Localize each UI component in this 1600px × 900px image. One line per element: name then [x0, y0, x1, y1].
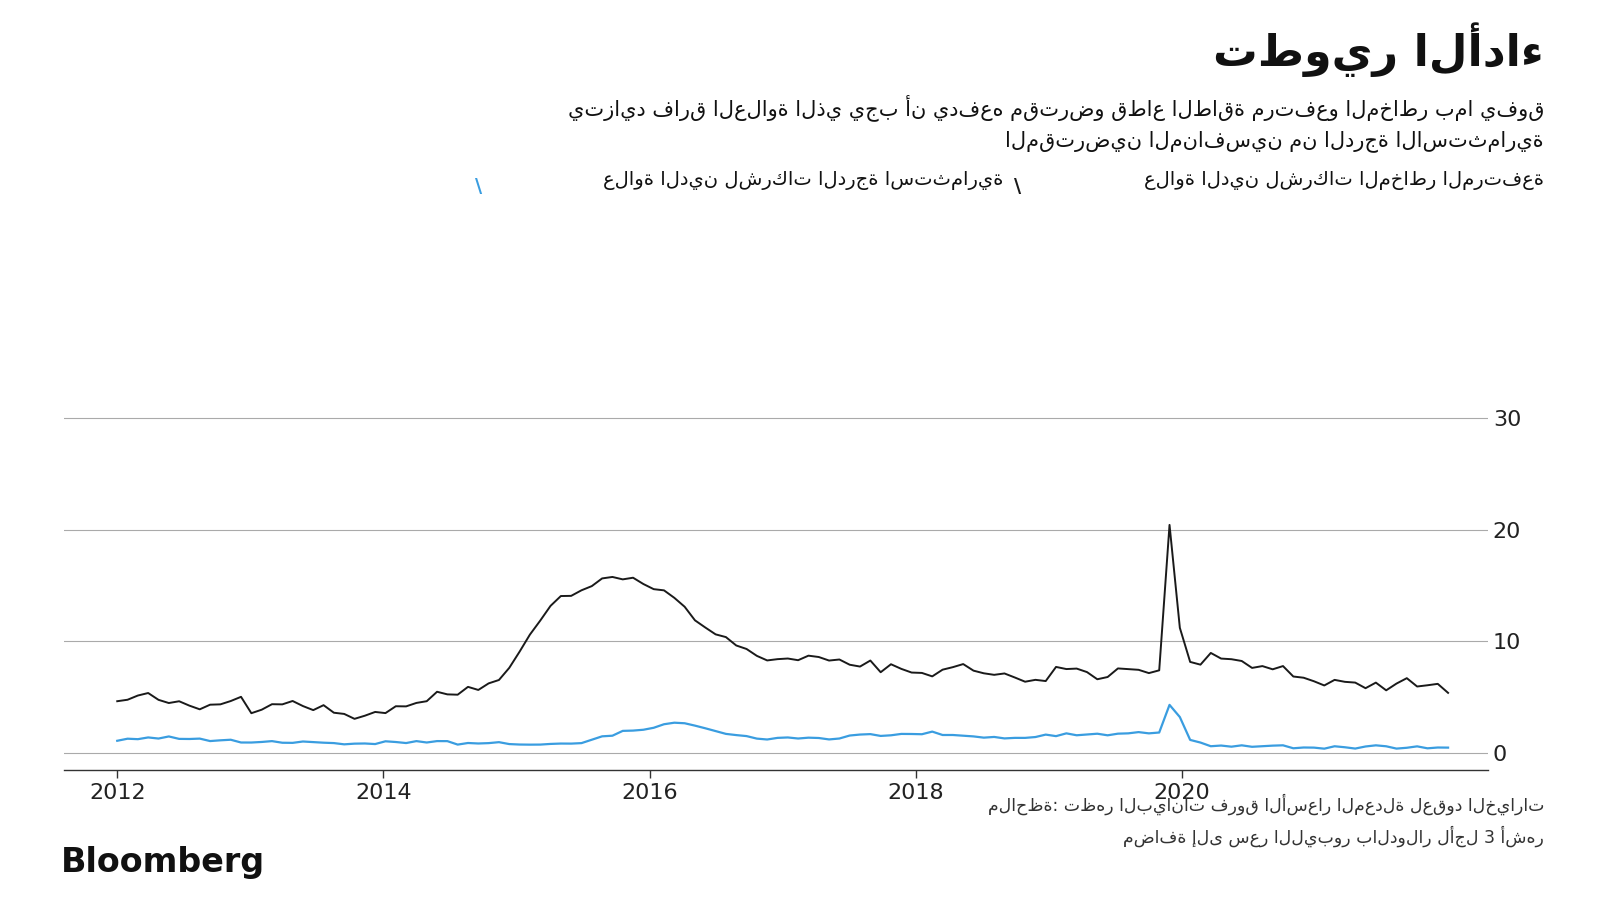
Text: المقترضين المنافسين من الدرجة الاستثمارية: المقترضين المنافسين من الدرجة الاستثماري…	[1005, 130, 1544, 152]
Text: Bloomberg: Bloomberg	[61, 846, 266, 879]
Text: \: \	[1014, 177, 1021, 196]
Text: تطوير الأداء: تطوير الأداء	[1213, 22, 1544, 77]
Text: مضافة إلى سعر الليبور بالدولار لأجل 3 أشهر: مضافة إلى سعر الليبور بالدولار لأجل 3 أش…	[1123, 825, 1544, 847]
Text: علاوة الدين لشركات المخاطر المرتفعة: علاوة الدين لشركات المخاطر المرتفعة	[1144, 171, 1544, 190]
Text: ملاحظة: تظهر البيانات فروق الأسعار المعدلة لعقود الخيارات: ملاحظة: تظهر البيانات فروق الأسعار المعد…	[987, 794, 1544, 815]
Text: \: \	[475, 177, 482, 196]
Text: يتزايد فارق العلاوة الذي يجب أن يدفعه مقترضو قطاع الطاقة مرتفعو المخاطر بما يفوق: يتزايد فارق العلاوة الذي يجب أن يدفعه مق…	[568, 94, 1544, 122]
Text: علاوة الدين لشركات الدرجة استثمارية: علاوة الدين لشركات الدرجة استثمارية	[603, 171, 1003, 190]
